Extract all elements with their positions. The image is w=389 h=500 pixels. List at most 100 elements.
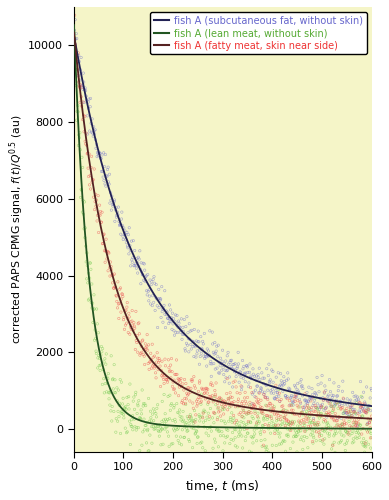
Point [144, 342, 150, 350]
Point [254, 424, 260, 432]
Point [202, 408, 208, 416]
Point [174, 426, 180, 434]
Point [238, 386, 245, 394]
Point [340, 394, 346, 402]
Point [139, 386, 145, 394]
Point [88, 164, 95, 172]
Point [77, 69, 83, 77]
Point [364, 408, 371, 416]
Point [284, 394, 291, 402]
Point [287, 401, 293, 409]
Point [268, 412, 274, 420]
Point [150, 353, 156, 361]
Point [154, 354, 161, 362]
Point [89, 128, 95, 136]
Point [271, 394, 277, 402]
Point [354, 422, 360, 430]
Point [197, 439, 203, 447]
Point [133, 426, 139, 434]
Point [210, 408, 217, 416]
Point [296, 424, 302, 432]
Point [92, 198, 98, 205]
Point [155, 366, 161, 374]
Point [71, 29, 77, 37]
Point [112, 206, 119, 214]
Point [88, 152, 95, 160]
Point [105, 163, 111, 171]
Point [247, 418, 254, 426]
Point [103, 172, 110, 179]
Point [276, 412, 282, 420]
Point [103, 350, 109, 358]
Point [199, 346, 205, 354]
Point [285, 417, 291, 425]
Point [174, 328, 180, 336]
Point [125, 230, 131, 238]
Point [273, 382, 279, 390]
Point [289, 410, 296, 418]
Point [231, 426, 238, 434]
Point [343, 414, 349, 422]
fish A (fatty meat, skin near side) [203, 394, 207, 400]
Point [99, 380, 105, 388]
Point [268, 408, 274, 416]
Point [82, 224, 88, 232]
Point [80, 69, 86, 77]
Point [366, 418, 372, 426]
Point [105, 370, 111, 378]
Point [340, 377, 346, 385]
Point [357, 403, 364, 411]
Point [205, 352, 211, 360]
Point [298, 410, 304, 418]
Point [130, 326, 137, 334]
Point [254, 382, 260, 390]
Point [102, 162, 108, 170]
Point [124, 428, 130, 436]
Point [335, 398, 342, 406]
Point [217, 396, 223, 404]
Point [347, 396, 354, 404]
Point [234, 443, 240, 451]
Point [294, 422, 301, 430]
Point [349, 430, 355, 438]
Point [240, 444, 246, 452]
Point [206, 351, 212, 359]
Point [177, 406, 183, 414]
Point [130, 412, 136, 420]
Point [363, 383, 370, 391]
Point [128, 420, 134, 428]
Point [155, 422, 161, 430]
Point [185, 334, 191, 342]
Point [157, 294, 163, 302]
Point [349, 423, 355, 431]
Point [286, 396, 293, 404]
Point [285, 408, 291, 416]
Point [84, 96, 90, 104]
Point [222, 400, 228, 408]
fish A (subcutaneous fat, without skin) [309, 394, 314, 400]
Point [269, 404, 275, 412]
Point [310, 439, 316, 447]
Point [335, 420, 341, 428]
Point [270, 420, 276, 428]
Point [189, 376, 195, 384]
Point [193, 353, 199, 361]
Point [205, 400, 211, 408]
Point [343, 439, 350, 447]
Point [300, 446, 306, 454]
Point [159, 357, 165, 365]
Point [162, 362, 168, 370]
Point [276, 382, 282, 390]
Point [355, 419, 361, 427]
Point [146, 417, 152, 425]
Point [203, 384, 210, 392]
Point [181, 316, 187, 324]
Point [238, 400, 245, 407]
Point [104, 248, 110, 256]
Point [361, 406, 367, 414]
Point [236, 428, 242, 436]
Point [183, 418, 189, 426]
Point [212, 338, 218, 346]
Point [266, 420, 272, 428]
Point [100, 173, 106, 181]
